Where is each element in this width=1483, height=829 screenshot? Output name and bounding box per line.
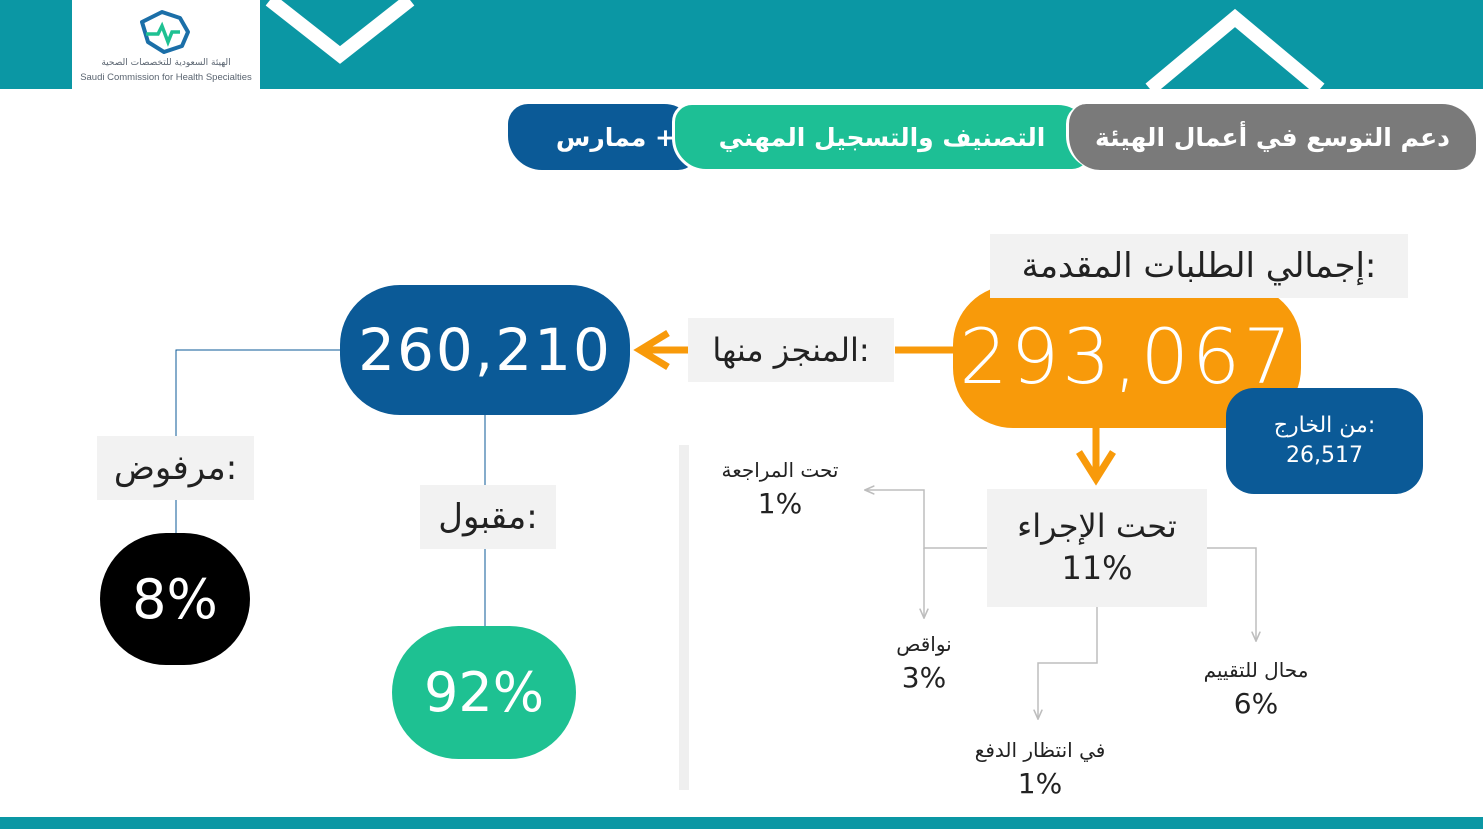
rejected-value: 8% — [100, 533, 250, 665]
divider — [679, 445, 689, 790]
tab-label: التصنيف والتسجيل المهني — [718, 122, 1046, 152]
under-review-item: تحت المراجعة 1% — [700, 456, 860, 523]
tab-expansion-support[interactable]: دعم التوسع في أعمال الهيئة — [1066, 104, 1476, 170]
rejected-label: مرفوض: — [97, 436, 254, 500]
payment-value: 1% — [1017, 767, 1063, 800]
abroad-value: 26,517 — [1286, 443, 1363, 468]
total-requests-label: إجمالي الطلبات المقدمة: — [990, 234, 1408, 298]
logo-icon — [140, 10, 190, 54]
tab-label: ممارس + — [555, 122, 676, 152]
in-progress-value: 11% — [1061, 549, 1133, 587]
completed-value: 260,210 — [340, 285, 630, 415]
under-review-value: 1% — [757, 487, 803, 520]
abroad-label: من الخارج: — [1273, 413, 1376, 439]
completed-label: المنجز منها: — [688, 318, 894, 382]
accepted-value: 92% — [392, 626, 576, 759]
under-review-label: تحت المراجعة — [721, 458, 839, 482]
header-decoration — [265, 0, 1325, 89]
logo-english-text: Saudi Commission for Health Specialties — [80, 72, 252, 83]
evaluation-label: محال للتقييم — [1203, 658, 1309, 682]
payment-item: في انتظار الدفع 1% — [950, 736, 1130, 803]
payment-label: في انتظار الدفع — [974, 738, 1106, 762]
tab-classification-registration[interactable]: التصنيف والتسجيل المهني — [672, 102, 1092, 172]
logo-arabic-text: الهيئة السعودية للتخصصات الصحية — [101, 58, 231, 68]
evaluation-value: 6% — [1233, 687, 1279, 720]
completed-arrow-head — [633, 330, 670, 370]
in-progress-box: تحت الإجراء 11% — [987, 489, 1207, 607]
payment-connector — [1038, 607, 1098, 718]
under-review-connector — [866, 490, 987, 549]
accepted-label: مقبول: — [420, 485, 556, 549]
missing-item: نواقص 3% — [864, 630, 984, 697]
inprogress-arrow-head — [1076, 450, 1116, 486]
footer-bar — [0, 817, 1483, 829]
abroad-badge: من الخارج: 26,517 — [1226, 388, 1423, 494]
missing-value: 3% — [901, 661, 947, 694]
evaluation-item: محال للتقييم 6% — [1176, 656, 1336, 723]
rejected-connector — [175, 349, 340, 436]
tab-label: دعم التوسع في أعمال الهيئة — [1094, 122, 1450, 152]
tab-mumaris-plus[interactable]: ممارس + — [508, 104, 698, 170]
logo: الهيئة السعودية للتخصصات الصحية Saudi Co… — [72, 0, 260, 89]
in-progress-label: تحت الإجراء — [1017, 507, 1177, 546]
missing-label: نواقص — [896, 632, 952, 656]
evaluation-connector — [1207, 547, 1256, 640]
